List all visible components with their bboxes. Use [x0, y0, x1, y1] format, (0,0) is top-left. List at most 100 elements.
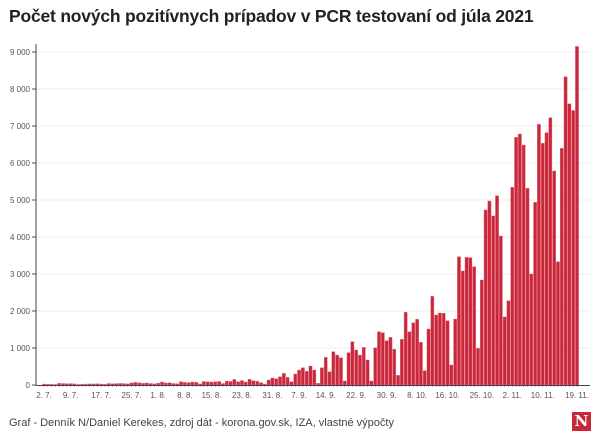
bar — [556, 261, 560, 386]
bar — [263, 383, 267, 386]
x-tick-label: 31. 8. — [262, 391, 282, 400]
y-tick-label: 3 000 — [10, 270, 31, 279]
bar — [514, 137, 518, 386]
bar — [141, 383, 145, 386]
bar — [266, 379, 271, 386]
bar — [384, 340, 389, 386]
bar — [221, 383, 225, 386]
bar — [183, 382, 187, 386]
x-tick-label: 19. 11. — [565, 391, 589, 400]
y-tick-label: 1 000 — [10, 344, 31, 353]
bar — [358, 354, 362, 386]
bar — [65, 383, 69, 386]
bar — [259, 382, 263, 386]
bar — [308, 365, 313, 386]
y-tick-label: 9 000 — [10, 48, 31, 57]
bar — [320, 367, 324, 386]
bar — [293, 373, 298, 386]
bar — [270, 377, 275, 386]
bar — [144, 382, 149, 386]
source-footer: Graf - Denník N/Daniel Kerekes, zdroj dá… — [9, 417, 394, 429]
bar — [312, 369, 317, 386]
bar — [129, 382, 134, 386]
bar — [487, 200, 492, 386]
bar-chart: 0 1 000 2 000 3 000 4 000 5 000 6 000 7 000 8 00… — [10, 44, 590, 400]
x-tick-label: 2. 11. — [503, 391, 522, 400]
bar — [217, 381, 221, 386]
bar — [80, 384, 84, 386]
bar — [548, 117, 553, 386]
bar — [400, 339, 404, 386]
bar — [499, 235, 503, 386]
bar — [563, 76, 568, 386]
y-tick-label: 6 000 — [10, 159, 31, 168]
bar — [571, 110, 575, 386]
bar — [521, 144, 526, 386]
y-tick-label: 2 000 — [10, 307, 31, 316]
bar — [61, 383, 65, 386]
bar — [72, 383, 77, 386]
bar — [430, 296, 435, 386]
bar — [224, 380, 229, 386]
bar — [392, 349, 397, 386]
bar — [118, 383, 122, 386]
bar — [468, 257, 473, 386]
x-tick-label: 7. 9. — [291, 391, 307, 400]
bar — [240, 380, 244, 386]
bar — [502, 316, 507, 386]
bar — [99, 383, 103, 386]
bar — [68, 383, 73, 386]
bar — [202, 381, 206, 386]
x-tick-label: 14. 9. — [316, 391, 336, 400]
x-tick-label: 8. 10. — [407, 391, 427, 400]
bar — [95, 383, 100, 386]
bar — [480, 279, 484, 386]
bar — [441, 313, 446, 386]
bar — [518, 133, 522, 386]
bar — [114, 383, 119, 386]
bar — [190, 381, 195, 386]
bar — [575, 46, 579, 386]
bar — [301, 367, 305, 386]
bar — [57, 383, 62, 386]
bar — [495, 195, 499, 386]
bar — [213, 381, 218, 386]
bar — [110, 383, 115, 386]
bar — [491, 215, 496, 386]
bar — [209, 381, 214, 386]
bar — [164, 382, 168, 386]
bar — [148, 383, 153, 386]
bar — [91, 383, 96, 386]
bar — [122, 383, 126, 386]
bar — [285, 377, 290, 386]
x-tick-label: 1. 8. — [150, 391, 166, 400]
bar — [198, 383, 202, 386]
bar — [449, 364, 454, 386]
bar — [472, 266, 477, 386]
bar — [106, 383, 111, 386]
bar — [453, 318, 457, 386]
bar — [464, 257, 469, 386]
bar — [228, 381, 233, 386]
bar — [525, 188, 530, 386]
bar — [373, 347, 378, 386]
bar — [559, 148, 564, 386]
bar — [152, 383, 157, 386]
bar — [342, 380, 347, 386]
bar — [103, 384, 107, 386]
bar — [251, 380, 256, 386]
bar — [278, 376, 282, 386]
bar — [76, 384, 81, 386]
x-tick-label: 25. 7. — [122, 391, 142, 400]
x-tick-label: 22. 9. — [346, 391, 366, 400]
x-tick-label: 9. 7. — [63, 391, 79, 400]
bar — [388, 337, 393, 386]
bar — [205, 381, 210, 386]
bar — [419, 342, 423, 386]
bar — [255, 381, 260, 386]
bar — [533, 202, 537, 386]
bar — [46, 384, 50, 386]
bar — [445, 320, 450, 386]
bar — [483, 209, 488, 386]
bar — [179, 381, 183, 386]
